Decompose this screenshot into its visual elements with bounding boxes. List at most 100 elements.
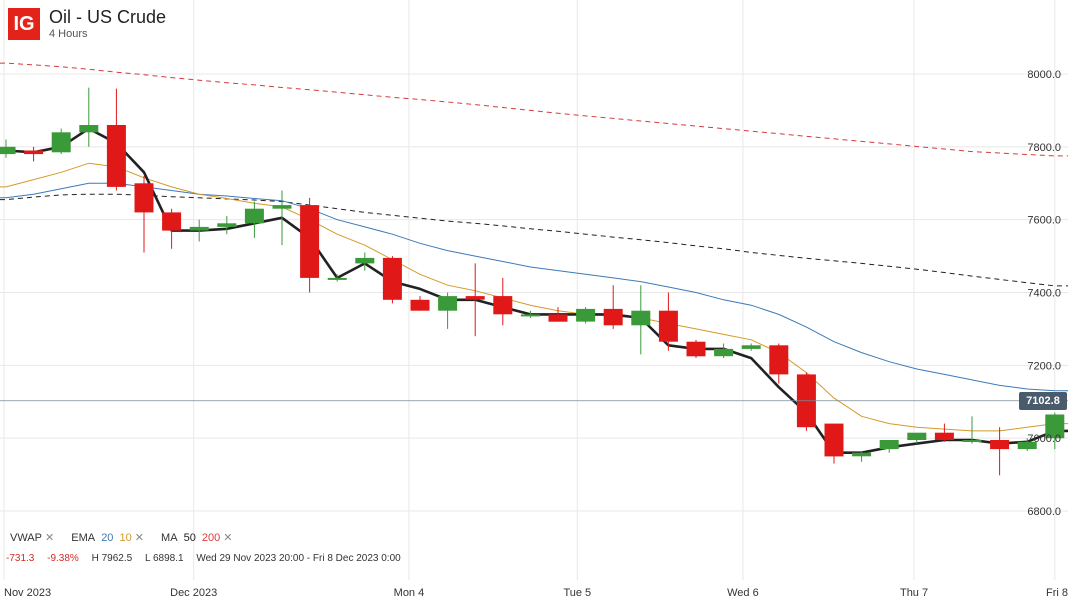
close-icon[interactable]: ✕	[223, 532, 233, 544]
x-tick-label: Dec 2023	[170, 587, 217, 599]
candle	[907, 432, 927, 444]
candle-body	[24, 150, 44, 155]
candle	[520, 310, 540, 318]
candle	[852, 450, 872, 462]
candle-body	[134, 183, 154, 213]
candle-body	[1017, 441, 1037, 450]
candle-body	[382, 257, 402, 300]
candle-body	[493, 296, 513, 315]
x-tick-label: Fri 8	[1046, 587, 1068, 599]
x-axis: Nov 2023 Dec 2023 Mon 4 Tue 5 Wed 6 Thu 7 Fri …	[4, 587, 1068, 599]
candle	[465, 263, 485, 337]
candle-body	[824, 423, 844, 457]
indicator-lines	[0, 62, 1068, 454]
y-tick-label: 7400.0	[1027, 288, 1061, 300]
candle-body	[300, 205, 320, 278]
legend-ma-50: 50	[183, 532, 196, 544]
candle-body	[934, 432, 954, 440]
series-vwap	[0, 127, 1068, 454]
candle	[824, 423, 844, 464]
candle-body	[1045, 414, 1065, 439]
y-tick-label: 8000.0	[1027, 69, 1061, 81]
y-tick-label: 7800.0	[1027, 142, 1061, 154]
price-stats: -731.3 -9.38% H 7962.5 L 6898.1 Wed 29 N…	[6, 553, 411, 564]
candle	[438, 292, 458, 329]
candle-body	[631, 310, 651, 326]
candle	[189, 219, 209, 242]
candle-body	[0, 146, 16, 155]
change-percent: -9.38%	[47, 553, 79, 564]
candle	[990, 427, 1010, 476]
legend-ma-200: 200	[201, 532, 221, 544]
candle-body	[106, 125, 126, 187]
candle	[741, 343, 761, 351]
candle	[106, 88, 126, 191]
candle	[327, 274, 347, 282]
y-tick-label: 7200.0	[1027, 360, 1061, 372]
chart-grid	[0, 0, 1068, 580]
x-tick-label: Tue 5	[563, 587, 591, 599]
candle	[1045, 412, 1065, 450]
close-icon[interactable]: ✕	[134, 532, 144, 544]
y-tick-label: 7000.0	[1027, 433, 1061, 445]
candle-body	[189, 226, 209, 231]
candle	[714, 343, 734, 359]
low-value: L 6898.1	[144, 553, 184, 564]
series-ema20	[0, 182, 1068, 392]
candle-body	[520, 314, 540, 317]
candle-body	[438, 296, 458, 311]
candle	[410, 296, 430, 311]
candle	[382, 256, 402, 304]
candle	[658, 292, 678, 351]
candle-body	[769, 345, 789, 375]
candle-body	[548, 314, 568, 322]
ig-logo: IG	[8, 8, 40, 40]
candle	[79, 87, 99, 147]
candle	[1017, 438, 1037, 451]
candle-body	[990, 440, 1010, 450]
candle-body	[879, 440, 899, 450]
candle	[272, 190, 292, 246]
candle-body	[686, 341, 706, 357]
x-tick-label: Wed 6	[727, 587, 759, 599]
candle-body	[327, 277, 347, 280]
candle	[934, 423, 954, 442]
candle-body	[410, 299, 430, 311]
candle-body	[355, 257, 375, 264]
candlesticks	[0, 87, 1065, 476]
candle-body	[217, 223, 237, 227]
candle-body	[603, 308, 623, 326]
candle	[162, 208, 182, 249]
legend-vwap[interactable]: VWAP	[10, 532, 42, 544]
timeframe-label: 4 Hours	[49, 28, 88, 40]
candle	[217, 216, 237, 235]
candle	[0, 139, 16, 158]
candle-body	[51, 132, 71, 153]
candle	[244, 201, 264, 238]
series-ema10	[0, 162, 1068, 432]
legend-ma[interactable]: MA	[161, 532, 178, 544]
candle-body	[852, 452, 872, 457]
series-ma50	[0, 193, 1068, 287]
legend-ema[interactable]: EMA	[71, 532, 96, 544]
candle-body	[162, 212, 182, 231]
candle	[962, 416, 982, 444]
candle-body	[272, 205, 292, 209]
instrument-title: Oil - US Crude	[49, 7, 167, 27]
candle-body	[714, 348, 734, 357]
candle-body	[465, 296, 485, 300]
candle	[631, 285, 651, 355]
indicator-legend: VWAP ✕ EMA 20 10 ✕ MA 50 200 ✕	[10, 531, 246, 544]
x-tick-label: Mon 4	[394, 587, 425, 599]
candle	[300, 197, 320, 293]
candle	[576, 307, 596, 324]
candle-body	[907, 432, 927, 440]
candle	[51, 128, 71, 155]
date-range: Wed 29 Nov 2023 20:00 - Fri 8 Dec 2023 0…	[196, 553, 401, 564]
y-tick-label: 7600.0	[1027, 215, 1061, 227]
candle	[493, 277, 513, 326]
close-icon[interactable]: ✕	[45, 532, 55, 544]
candle-body	[79, 125, 99, 133]
high-value: H 7962.5	[91, 553, 133, 564]
